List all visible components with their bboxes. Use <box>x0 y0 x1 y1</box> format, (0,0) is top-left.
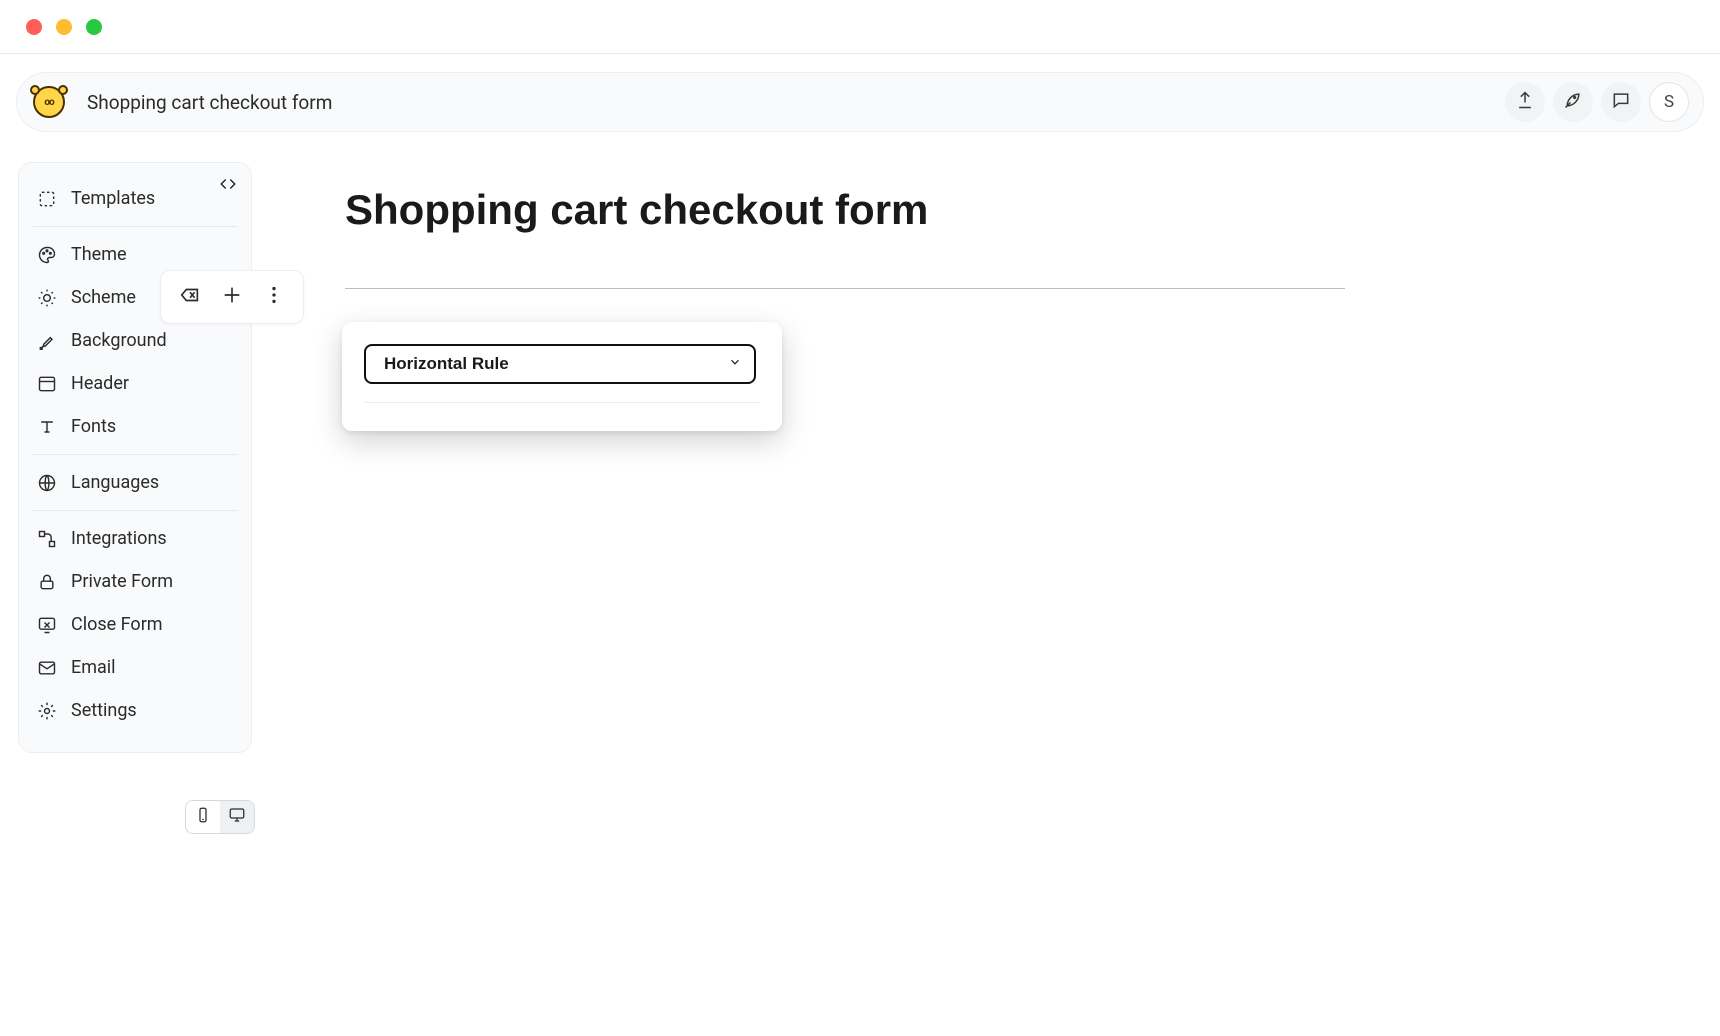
sidebar-item-background[interactable]: Background <box>19 319 251 362</box>
globe-icon <box>37 473 57 493</box>
sidebar-item-email[interactable]: Email <box>19 646 251 689</box>
traffic-light-zoom[interactable] <box>86 19 102 35</box>
sidebar-item-label: Fonts <box>71 416 116 437</box>
app-logo[interactable]: oo <box>33 86 65 118</box>
traffic-light-close[interactable] <box>26 19 42 35</box>
lock-icon <box>37 572 57 592</box>
element-type-value: Horizontal Rule <box>384 354 509 374</box>
form-canvas: Shopping cart checkout form <box>345 186 1345 289</box>
top-bar: oo Shopping cart checkout form S <box>16 72 1704 132</box>
sidebar-item-header[interactable]: Header <box>19 362 251 405</box>
user-avatar[interactable]: S <box>1649 82 1689 122</box>
header-icon <box>37 374 57 394</box>
share-button[interactable] <box>1505 82 1545 122</box>
avatar-initial: S <box>1664 92 1674 112</box>
sun-icon <box>37 288 57 308</box>
element-toolbar <box>160 270 304 324</box>
sidebar-item-private-form[interactable]: Private Form <box>19 560 251 603</box>
gear-icon <box>37 701 57 721</box>
sidebar-item-languages[interactable]: Languages <box>19 461 251 504</box>
mail-icon <box>37 658 57 678</box>
more-button[interactable] <box>253 276 295 318</box>
chevron-down-icon <box>728 354 742 374</box>
integrations-icon <box>37 529 57 549</box>
device-toggle <box>185 800 255 834</box>
sidebar-item-label: Header <box>71 373 129 394</box>
popover-divider <box>364 402 760 403</box>
comment-icon <box>1611 90 1631 114</box>
sidebar-item-label: Private Form <box>71 571 173 592</box>
code-toggle[interactable] <box>219 175 237 197</box>
page-title[interactable]: Shopping cart checkout form <box>345 186 1345 234</box>
add-button[interactable] <box>211 276 253 318</box>
sidebar-item-label: Close Form <box>71 614 163 635</box>
sidebar-item-label: Theme <box>71 244 127 265</box>
sidebar-separator <box>33 454 237 455</box>
backspace-icon <box>179 284 201 310</box>
brush-icon <box>37 331 57 351</box>
horizontal-rule-element[interactable] <box>345 288 1345 289</box>
type-icon <box>37 417 57 437</box>
element-type-select[interactable]: Horizontal Rule <box>364 344 756 384</box>
device-mobile[interactable] <box>186 801 220 833</box>
sidebar-item-label: Email <box>71 657 116 678</box>
traffic-light-minimize[interactable] <box>56 19 72 35</box>
sidebar-item-label: Templates <box>71 188 155 209</box>
sidebar-item-fonts[interactable]: Fonts <box>19 405 251 448</box>
close-form-icon <box>37 615 57 635</box>
sidebar-item-settings[interactable]: Settings <box>19 689 251 732</box>
rocket-icon <box>1563 90 1583 114</box>
sidebar-item-label: Background <box>71 330 167 351</box>
mobile-icon <box>194 806 212 828</box>
desktop-icon <box>228 806 246 828</box>
palette-icon <box>37 245 57 265</box>
sidebar-item-templates[interactable]: Templates <box>19 177 251 220</box>
sidebar-item-label: Scheme <box>71 287 136 308</box>
sidebar-item-integrations[interactable]: Integrations <box>19 517 251 560</box>
templates-icon <box>37 189 57 209</box>
sidebar-separator <box>33 226 237 227</box>
window-titlebar <box>0 0 1720 54</box>
sidebar-item-label: Languages <box>71 472 159 493</box>
upload-icon <box>1515 90 1535 114</box>
launch-button[interactable] <box>1553 82 1593 122</box>
sidebar-separator <box>33 510 237 511</box>
more-vertical-icon <box>263 284 285 310</box>
sidebar-item-label: Integrations <box>71 528 167 549</box>
sidebar-item-label: Settings <box>71 700 137 721</box>
device-desktop[interactable] <box>220 801 254 833</box>
element-properties-popover: Horizontal Rule <box>342 322 782 431</box>
sidebar: Templates Theme Scheme Background Header… <box>18 162 252 753</box>
plus-icon <box>221 284 243 310</box>
form-name[interactable]: Shopping cart checkout form <box>87 91 332 114</box>
comments-button[interactable] <box>1601 82 1641 122</box>
sidebar-item-close-form[interactable]: Close Form <box>19 603 251 646</box>
delete-button[interactable] <box>169 276 211 318</box>
